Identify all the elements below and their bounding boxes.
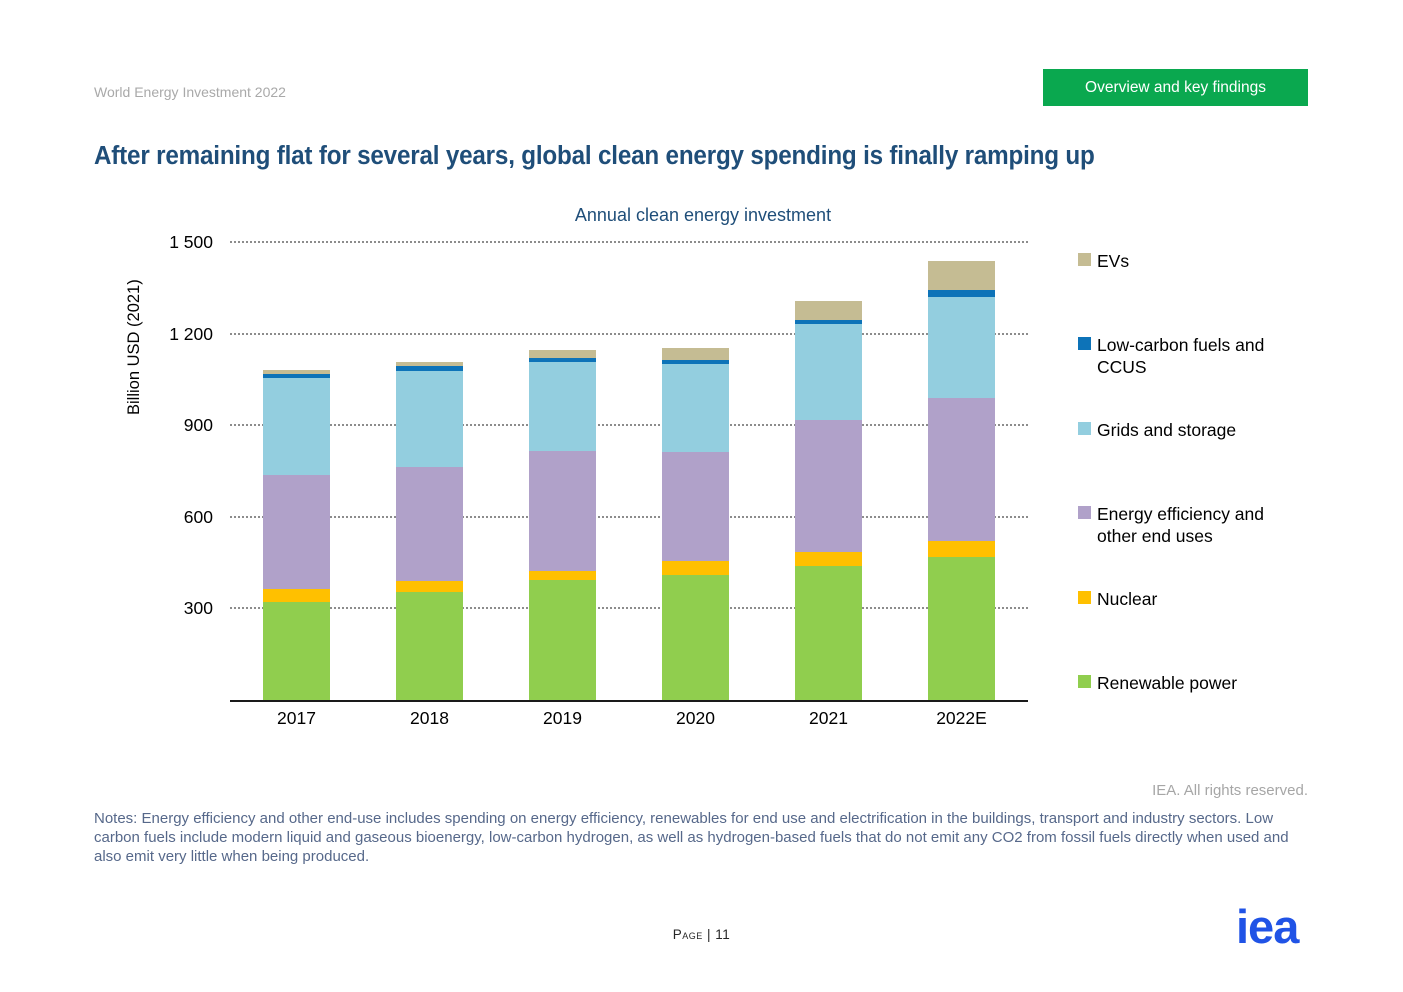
x-axis-label-2020: 2020 (676, 708, 715, 728)
bar-segment-2022E-nuclear (928, 540, 995, 557)
bar-segment-2022E-low-carbon-fuels-and-ccus (928, 290, 995, 297)
legend-item-renewable-power: Renewable power (1078, 672, 1302, 694)
bar-segment-2019-renewable-power (529, 580, 596, 700)
bar-segment-2019-nuclear (529, 570, 596, 581)
bar-segment-2018-low-carbon-fuels-and-ccus (396, 366, 463, 371)
bar-segment-2017-renewable-power (263, 602, 330, 700)
legend-item-grids-and-storage: Grids and storage (1078, 419, 1302, 441)
bar-segment-2022E-energy-efficiency-and-other-end-uses (928, 398, 995, 541)
bar-segment-2017-energy-efficiency-and-other-end-uses (263, 474, 330, 590)
bar-segment-2018-energy-efficiency-and-other-end-uses (396, 466, 463, 581)
legend-label: Renewable power (1097, 673, 1238, 693)
bar-2020 (662, 242, 729, 700)
bar-segment-2017-evs (263, 370, 330, 374)
gridline-1500 (230, 241, 1028, 243)
legend-swatch-icon (1078, 253, 1091, 266)
bar-segment-2021-grids-and-storage (795, 323, 862, 421)
page-number: Page | 11 (672, 927, 731, 942)
bar-segment-2021-evs (795, 300, 862, 320)
legend-item-energy-efficiency-and-other-end-uses: Energy efficiency and other end uses (1078, 503, 1302, 547)
bar-segment-2021-renewable-power (795, 565, 862, 700)
legend-label: Energy efficiency and other end uses (1097, 504, 1265, 547)
legend-swatch-icon (1078, 590, 1091, 604)
x-axis-label-2018: 2018 (410, 708, 449, 728)
y-tick-label-300: 300 (183, 598, 213, 619)
bar-segment-2021-low-carbon-fuels-and-ccus (795, 319, 862, 324)
bar-segment-2021-nuclear (795, 551, 862, 566)
bar-2018 (396, 242, 463, 700)
bar-segment-2020-grids-and-storage (662, 363, 729, 452)
bar-2019 (529, 242, 596, 700)
bar-segment-2019-evs (529, 350, 596, 359)
bar-segment-2020-low-carbon-fuels-and-ccus (662, 360, 729, 364)
legend-label: Nuclear (1097, 588, 1158, 609)
x-axis-label-2022E: 2022E (936, 708, 987, 728)
bar-segment-2021-energy-efficiency-and-other-end-uses (795, 420, 862, 552)
gridline-600 (230, 515, 1028, 518)
chart-notes: Notes: Energy efficiency and other end-u… (94, 810, 1289, 865)
page-title: After remaining flat for several years, … (94, 142, 1095, 170)
bar-segment-2020-renewable-power (662, 574, 729, 700)
chart-plot-area: 2017 2018 2019 2020 2021 2022E (230, 241, 1028, 728)
bar-segment-2020-evs (662, 348, 729, 361)
legend-swatch-icon (1078, 506, 1091, 520)
bar-segment-2019-energy-efficiency-and-other-end-uses (529, 451, 596, 571)
x-axis-line (230, 700, 1028, 702)
bar-segment-2022E-grids-and-storage (928, 296, 995, 399)
legend-swatch-icon (1078, 675, 1091, 688)
legend-item-low-carbon-fuels-and-ccus: Low-carbon fuels and CCUS (1078, 334, 1302, 378)
bar-2022E (928, 242, 995, 700)
gridline-300 (230, 607, 1028, 610)
overview-section-button[interactable]: Overview and key findings (1043, 69, 1308, 106)
bar-segment-2019-low-carbon-fuels-and-ccus (529, 358, 596, 363)
legend-item-evs: EVs (1078, 250, 1302, 272)
bar-2021 (795, 242, 862, 700)
legend-swatch-icon (1078, 421, 1091, 435)
legend-label: Grids and storage (1097, 419, 1237, 440)
bar-segment-2018-renewable-power (396, 591, 463, 700)
bar-segment-2018-evs (396, 361, 463, 367)
bar-segment-2018-nuclear (396, 580, 463, 592)
bar-segment-2022E-renewable-power (928, 556, 995, 700)
bar-segment-2017-grids-and-storage (263, 377, 330, 475)
y-axis-label: Billion USD (2021) (125, 279, 143, 415)
x-axis-label-2019: 2019 (543, 708, 582, 728)
bar-segment-2020-nuclear (662, 560, 729, 575)
y-tick-label-900: 900 (183, 415, 213, 436)
gridline-1200 (230, 332, 1028, 335)
bar-segment-2017-nuclear (263, 589, 330, 603)
x-axis-label-2021: 2021 (809, 708, 848, 728)
report-title-label: World Energy Investment 2022 (94, 84, 286, 100)
chart-title: Annual clean energy investment (574, 205, 832, 225)
y-tick-label-1200: 1 200 (169, 323, 213, 344)
y-tick-label-1500: 1 500 (169, 232, 213, 252)
rights-notice: IEA. All rights reserved. (1152, 782, 1308, 799)
legend-item-nuclear: Nuclear (1078, 588, 1302, 610)
bar-segment-2019-grids-and-storage (529, 362, 596, 452)
gridline-900 (230, 424, 1028, 427)
bar-segment-2022E-evs (928, 260, 995, 291)
legend-swatch-icon (1078, 337, 1091, 351)
x-axis-label-2017: 2017 (277, 708, 316, 728)
y-tick-label-600: 600 (183, 506, 213, 527)
iea-logo: iea (1236, 900, 1299, 953)
bar-segment-2018-grids-and-storage (396, 370, 463, 467)
bar-segment-2020-energy-efficiency-and-other-end-uses (662, 451, 729, 561)
legend-label: Low-carbon fuels and CCUS (1097, 335, 1265, 378)
bar-2017 (263, 242, 330, 700)
legend-label: EVs (1097, 251, 1130, 271)
bar-segment-2017-low-carbon-fuels-and-ccus (263, 373, 330, 378)
